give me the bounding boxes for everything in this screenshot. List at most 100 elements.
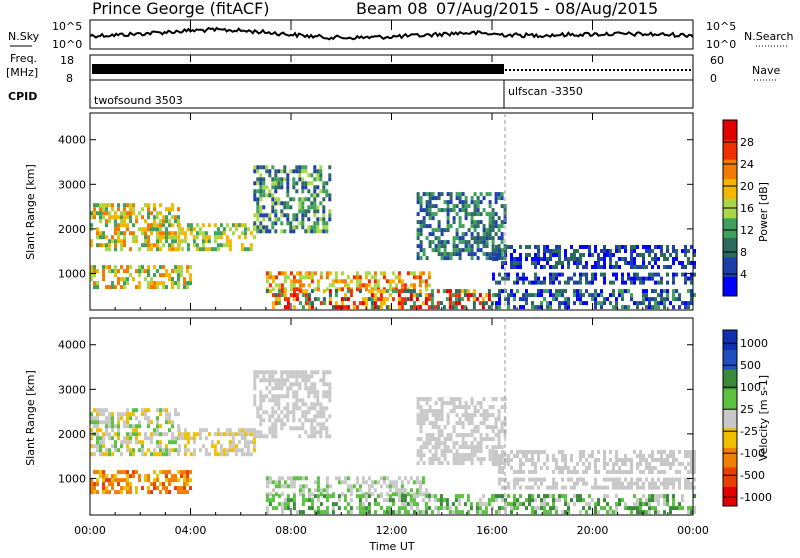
heatmap-cell [666, 502, 669, 507]
heatmap-cell [455, 196, 459, 201]
heatmap-cell [624, 502, 627, 507]
heatmap-cell [609, 477, 612, 482]
heatmap-cell [331, 502, 335, 507]
heatmap-cell [388, 279, 392, 284]
heatmap-cell [579, 257, 582, 261]
heatmap-cell [675, 470, 678, 474]
heatmap-cell [183, 452, 187, 457]
heatmap-cell [307, 494, 311, 499]
heatmap-cell [102, 440, 105, 445]
power-ylabel: Slant Range [km] [24, 164, 37, 260]
heatmap-cell [555, 462, 558, 466]
heatmap-cell [183, 277, 186, 282]
heatmap-cell [479, 445, 483, 450]
heatmap-cell [382, 289, 386, 294]
heatmap-cell [555, 249, 558, 253]
heatmap-cell [446, 461, 450, 466]
heatmap-cell [487, 293, 491, 298]
heatmap-cell [298, 283, 302, 288]
heatmap-cell [564, 502, 567, 507]
heatmap-cell [597, 265, 600, 269]
heatmap-cell [464, 405, 468, 410]
heatmap-cell [126, 444, 129, 449]
heatmap-cell [397, 305, 401, 310]
heatmap-cell [672, 272, 675, 277]
heatmap-cell [114, 285, 117, 290]
heatmap-cell [295, 402, 299, 407]
heatmap-cell [355, 275, 359, 280]
heatmap-cell [543, 462, 546, 466]
nsearch-label: N.Search [744, 30, 794, 43]
heatmap-cell [295, 370, 299, 375]
heatmap-cell [624, 245, 627, 249]
heatmap-cell [431, 248, 435, 253]
heatmap-cell [274, 430, 278, 435]
heatmap-cell [138, 285, 141, 290]
heatmap-cell [289, 229, 293, 234]
heatmap-cell [624, 289, 627, 294]
heatmap-cell [675, 249, 678, 253]
heatmap-cell [177, 239, 181, 244]
heatmap-cell [268, 492, 272, 497]
heatmap-cell [624, 477, 627, 482]
heatmap-cell [304, 476, 308, 481]
heatmap-cell [495, 462, 498, 466]
heatmap-cell [657, 293, 660, 298]
heatmap-cell [476, 449, 480, 454]
heatmap-cell [162, 408, 165, 413]
heatmap-cell [310, 402, 314, 407]
heatmap-cell [207, 235, 211, 240]
heatmap-cell [642, 510, 645, 515]
heatmap-cell [292, 293, 296, 298]
heatmap-cell [458, 236, 462, 241]
heatmap-cell [491, 405, 495, 410]
heatmap-cell [540, 481, 543, 486]
heatmap-cell [328, 484, 332, 489]
heatmap-cell [325, 193, 329, 198]
heatmap-cell [256, 374, 260, 379]
heatmap-cell [370, 275, 374, 280]
heatmap-cell [503, 461, 507, 466]
heatmap-cell [313, 394, 317, 399]
heatmap-cell [310, 386, 314, 391]
heatmap-cell [501, 506, 504, 511]
heatmap-cell [186, 474, 189, 479]
heatmap-cell [207, 223, 211, 228]
heatmap-cell [479, 240, 483, 245]
heatmap-cell [286, 213, 290, 218]
heatmap-cell [461, 232, 465, 237]
heatmap-cell [271, 293, 275, 298]
heatmap-cell [415, 275, 419, 280]
heatmap-cell [90, 277, 93, 282]
heatmap-cell [105, 424, 108, 429]
colorbar-tick-label: 24 [740, 158, 754, 171]
heatmap-cell [174, 235, 177, 240]
heatmap-cell [99, 452, 102, 457]
heatmap-cell [437, 461, 441, 466]
heatmap-cell [600, 305, 603, 310]
heatmap-cell [165, 420, 168, 425]
heatmap-cell [403, 498, 407, 503]
heatmap-cell [684, 249, 687, 253]
heatmap-cell [452, 397, 456, 402]
heatmap-cell [579, 477, 582, 482]
heatmap-cell [114, 215, 117, 220]
heatmap-cell [531, 458, 534, 462]
heatmap-cell [373, 488, 377, 493]
heatmap-cell [546, 305, 549, 310]
heatmap-cell [292, 275, 296, 280]
heatmap-cell [454, 305, 458, 310]
heatmap-cell [162, 432, 165, 437]
heatmap-cell [132, 277, 135, 282]
heatmap-cell [280, 221, 284, 226]
heatmap-cell [349, 510, 353, 515]
heatmap-cell [428, 457, 432, 462]
heatmap-cell [147, 273, 150, 278]
heatmap-cell [549, 289, 552, 294]
heatmap-cell [156, 239, 159, 244]
heatmap-cell [364, 275, 368, 280]
heatmap-cell [494, 192, 498, 197]
heatmap-cell [132, 231, 135, 236]
heatmap-cell [448, 297, 452, 302]
heatmap-cell [325, 484, 329, 489]
